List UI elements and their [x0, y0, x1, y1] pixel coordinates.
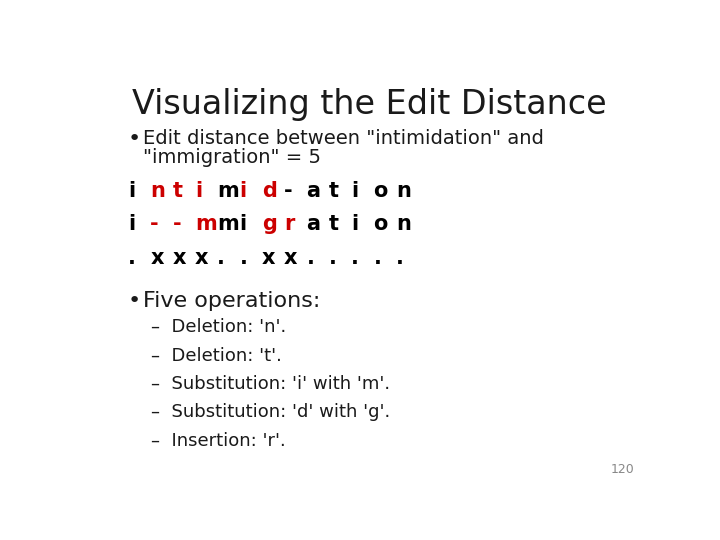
Text: .: . [128, 248, 136, 268]
Text: -: - [150, 214, 159, 234]
Text: -: - [284, 181, 293, 201]
Text: x: x [195, 248, 208, 268]
Text: i: i [195, 181, 202, 201]
Text: i: i [351, 214, 359, 234]
Text: x: x [262, 248, 275, 268]
Text: m: m [217, 181, 239, 201]
Text: g: g [262, 214, 276, 234]
Text: i: i [240, 214, 247, 234]
Text: d: d [262, 181, 276, 201]
Text: .: . [240, 248, 248, 268]
Text: n: n [396, 181, 410, 201]
Text: x: x [150, 248, 163, 268]
Text: .: . [307, 248, 315, 268]
Text: t: t [173, 181, 183, 201]
Text: .: . [217, 248, 225, 268]
Text: i: i [240, 181, 247, 201]
Text: "immigration" = 5: "immigration" = 5 [143, 148, 321, 167]
Text: 120: 120 [611, 463, 634, 476]
Text: –  Insertion: 'r'.: – Insertion: 'r'. [151, 431, 286, 449]
Text: –  Deletion: 'n'.: – Deletion: 'n'. [151, 319, 287, 336]
Text: Five operations:: Five operations: [143, 292, 320, 312]
Text: i: i [351, 181, 359, 201]
Text: m: m [217, 214, 239, 234]
Text: r: r [284, 214, 294, 234]
Text: x: x [173, 248, 186, 268]
Text: Visualizing the Edit Distance: Visualizing the Edit Distance [132, 87, 606, 120]
Text: i: i [128, 181, 135, 201]
Text: –  Substitution: 'd' with 'g'.: – Substitution: 'd' with 'g'. [151, 403, 391, 421]
Text: a: a [307, 181, 320, 201]
Text: .: . [351, 248, 359, 268]
Text: n: n [396, 214, 410, 234]
Text: .: . [374, 248, 382, 268]
Text: –  Deletion: 't'.: – Deletion: 't'. [151, 347, 282, 364]
Text: •: • [128, 129, 141, 149]
Text: t: t [329, 181, 339, 201]
Text: n: n [150, 181, 165, 201]
Text: m: m [195, 214, 217, 234]
Text: •: • [128, 292, 141, 312]
Text: o: o [374, 214, 388, 234]
Text: –  Substitution: 'i' with 'm'.: – Substitution: 'i' with 'm'. [151, 375, 390, 393]
Text: Edit distance between "intimidation" and: Edit distance between "intimidation" and [143, 129, 544, 149]
Text: a: a [307, 214, 320, 234]
Text: o: o [374, 181, 388, 201]
Text: .: . [396, 248, 404, 268]
Text: i: i [128, 214, 135, 234]
Text: x: x [284, 248, 297, 268]
Text: .: . [329, 248, 337, 268]
Text: t: t [329, 214, 339, 234]
Text: -: - [173, 214, 181, 234]
